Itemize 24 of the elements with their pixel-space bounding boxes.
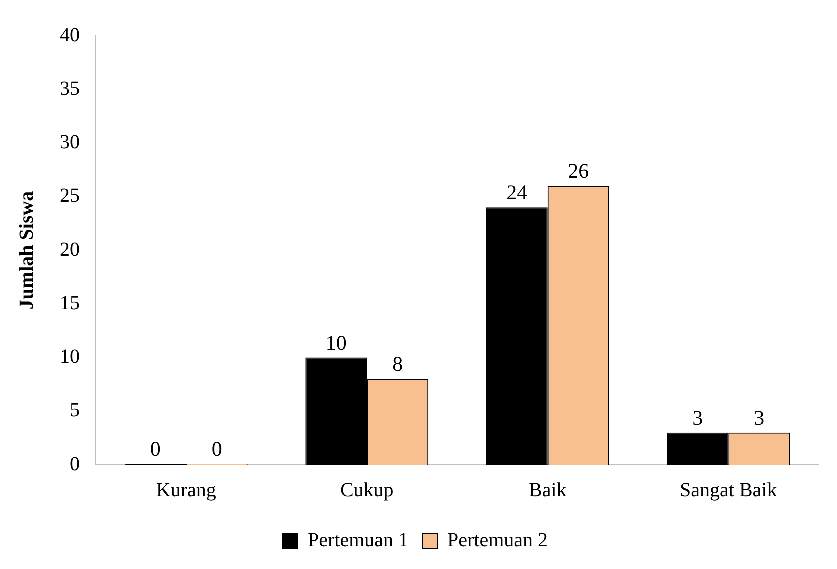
- y-tick-label: 0: [70, 453, 80, 476]
- y-axis-title: Jumlah Siswa: [16, 191, 38, 310]
- data-label: 26: [568, 159, 590, 184]
- y-tick-label: 35: [60, 78, 80, 100]
- y-tick-label: 30: [60, 132, 80, 154]
- data-label: 0: [150, 437, 161, 462]
- y-tick-label: 40: [60, 24, 80, 46]
- x-tick-label: Kurang: [156, 479, 216, 502]
- legend-label: Pertemuan 2: [448, 529, 548, 552]
- x-tick-label: Sangat Baik: [680, 479, 778, 502]
- data-label: 3: [692, 406, 704, 430]
- y-tick-label: 15: [60, 292, 80, 314]
- x-tick-label: Baik: [528, 479, 567, 502]
- y-tick-label: 5: [70, 400, 80, 422]
- legend-label: Pertemuan 1: [308, 529, 409, 552]
- y-tick-label: 10: [60, 346, 80, 368]
- data-label: 8: [392, 352, 404, 376]
- data-label: 0: [212, 437, 222, 462]
- y-tick-label: 20: [60, 238, 80, 261]
- data-label: 24: [506, 180, 528, 205]
- data-label: 3: [754, 406, 765, 430]
- y-tick-label: 25: [60, 185, 80, 208]
- data-label: 10: [326, 330, 347, 355]
- x-tick-label: Cukup: [340, 479, 394, 502]
